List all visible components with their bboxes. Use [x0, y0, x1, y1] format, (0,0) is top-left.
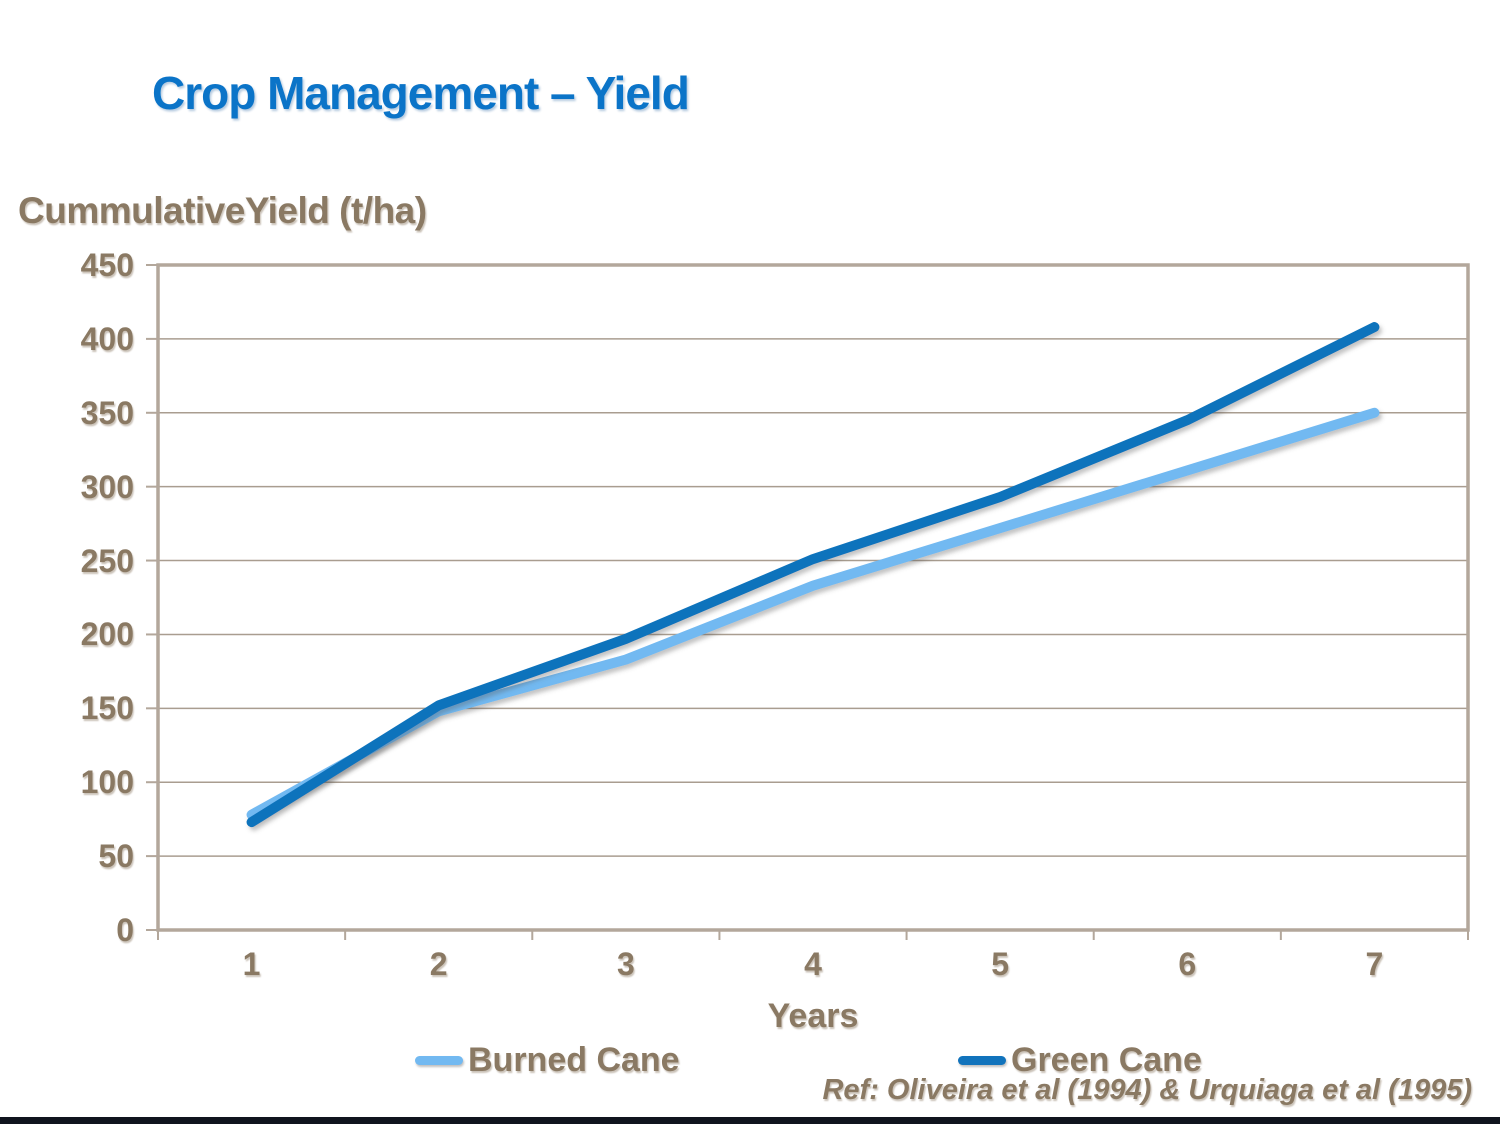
- y-tick-label: 300: [80, 468, 134, 505]
- y-tick-label: 400: [80, 320, 134, 357]
- y-tick-label: 250: [80, 542, 134, 579]
- plot-area: [146, 263, 1470, 940]
- y-tick-label: 0: [116, 912, 134, 948]
- x-axis-title: Years: [767, 997, 859, 1035]
- plot-border: [156, 263, 1470, 932]
- series-line-green-cane: [246, 322, 1380, 828]
- y-tick-label: 450: [80, 247, 134, 283]
- y-tick-label: 200: [80, 616, 134, 653]
- footer-bar: [0, 1117, 1500, 1124]
- x-tick-label: 7: [1365, 946, 1384, 982]
- legend-label: Green Cane: [1011, 1040, 1202, 1079]
- y-axis-title: CummulativeYield (t/ha): [18, 190, 427, 231]
- series-line-burned-cane: [246, 407, 1380, 820]
- x-tick-label: 4: [804, 946, 822, 982]
- y-tick-label: 100: [80, 764, 134, 801]
- y-tick-label: 50: [98, 838, 134, 875]
- x-tick-label: 3: [616, 946, 635, 982]
- legend-swatch: [415, 1055, 463, 1065]
- x-tick-label: 1: [242, 946, 261, 982]
- legend-item: Green Cane: [958, 1039, 1202, 1081]
- y-tick-label: 350: [80, 394, 134, 431]
- reference-note: Ref: Oliveira et al (1994) & Urquiaga et…: [822, 1074, 1472, 1106]
- x-tick-label: 5: [991, 946, 1010, 982]
- legend-item: Burned Cane: [415, 1039, 680, 1081]
- x-tick-label: 6: [1178, 946, 1197, 982]
- legend-swatch: [958, 1055, 1006, 1065]
- y-tick-label: 150: [80, 690, 134, 727]
- x-tick-label: 2: [429, 946, 448, 982]
- legend-label: Burned Cane: [468, 1040, 680, 1079]
- page-title: Crop Management – Yield: [152, 67, 690, 119]
